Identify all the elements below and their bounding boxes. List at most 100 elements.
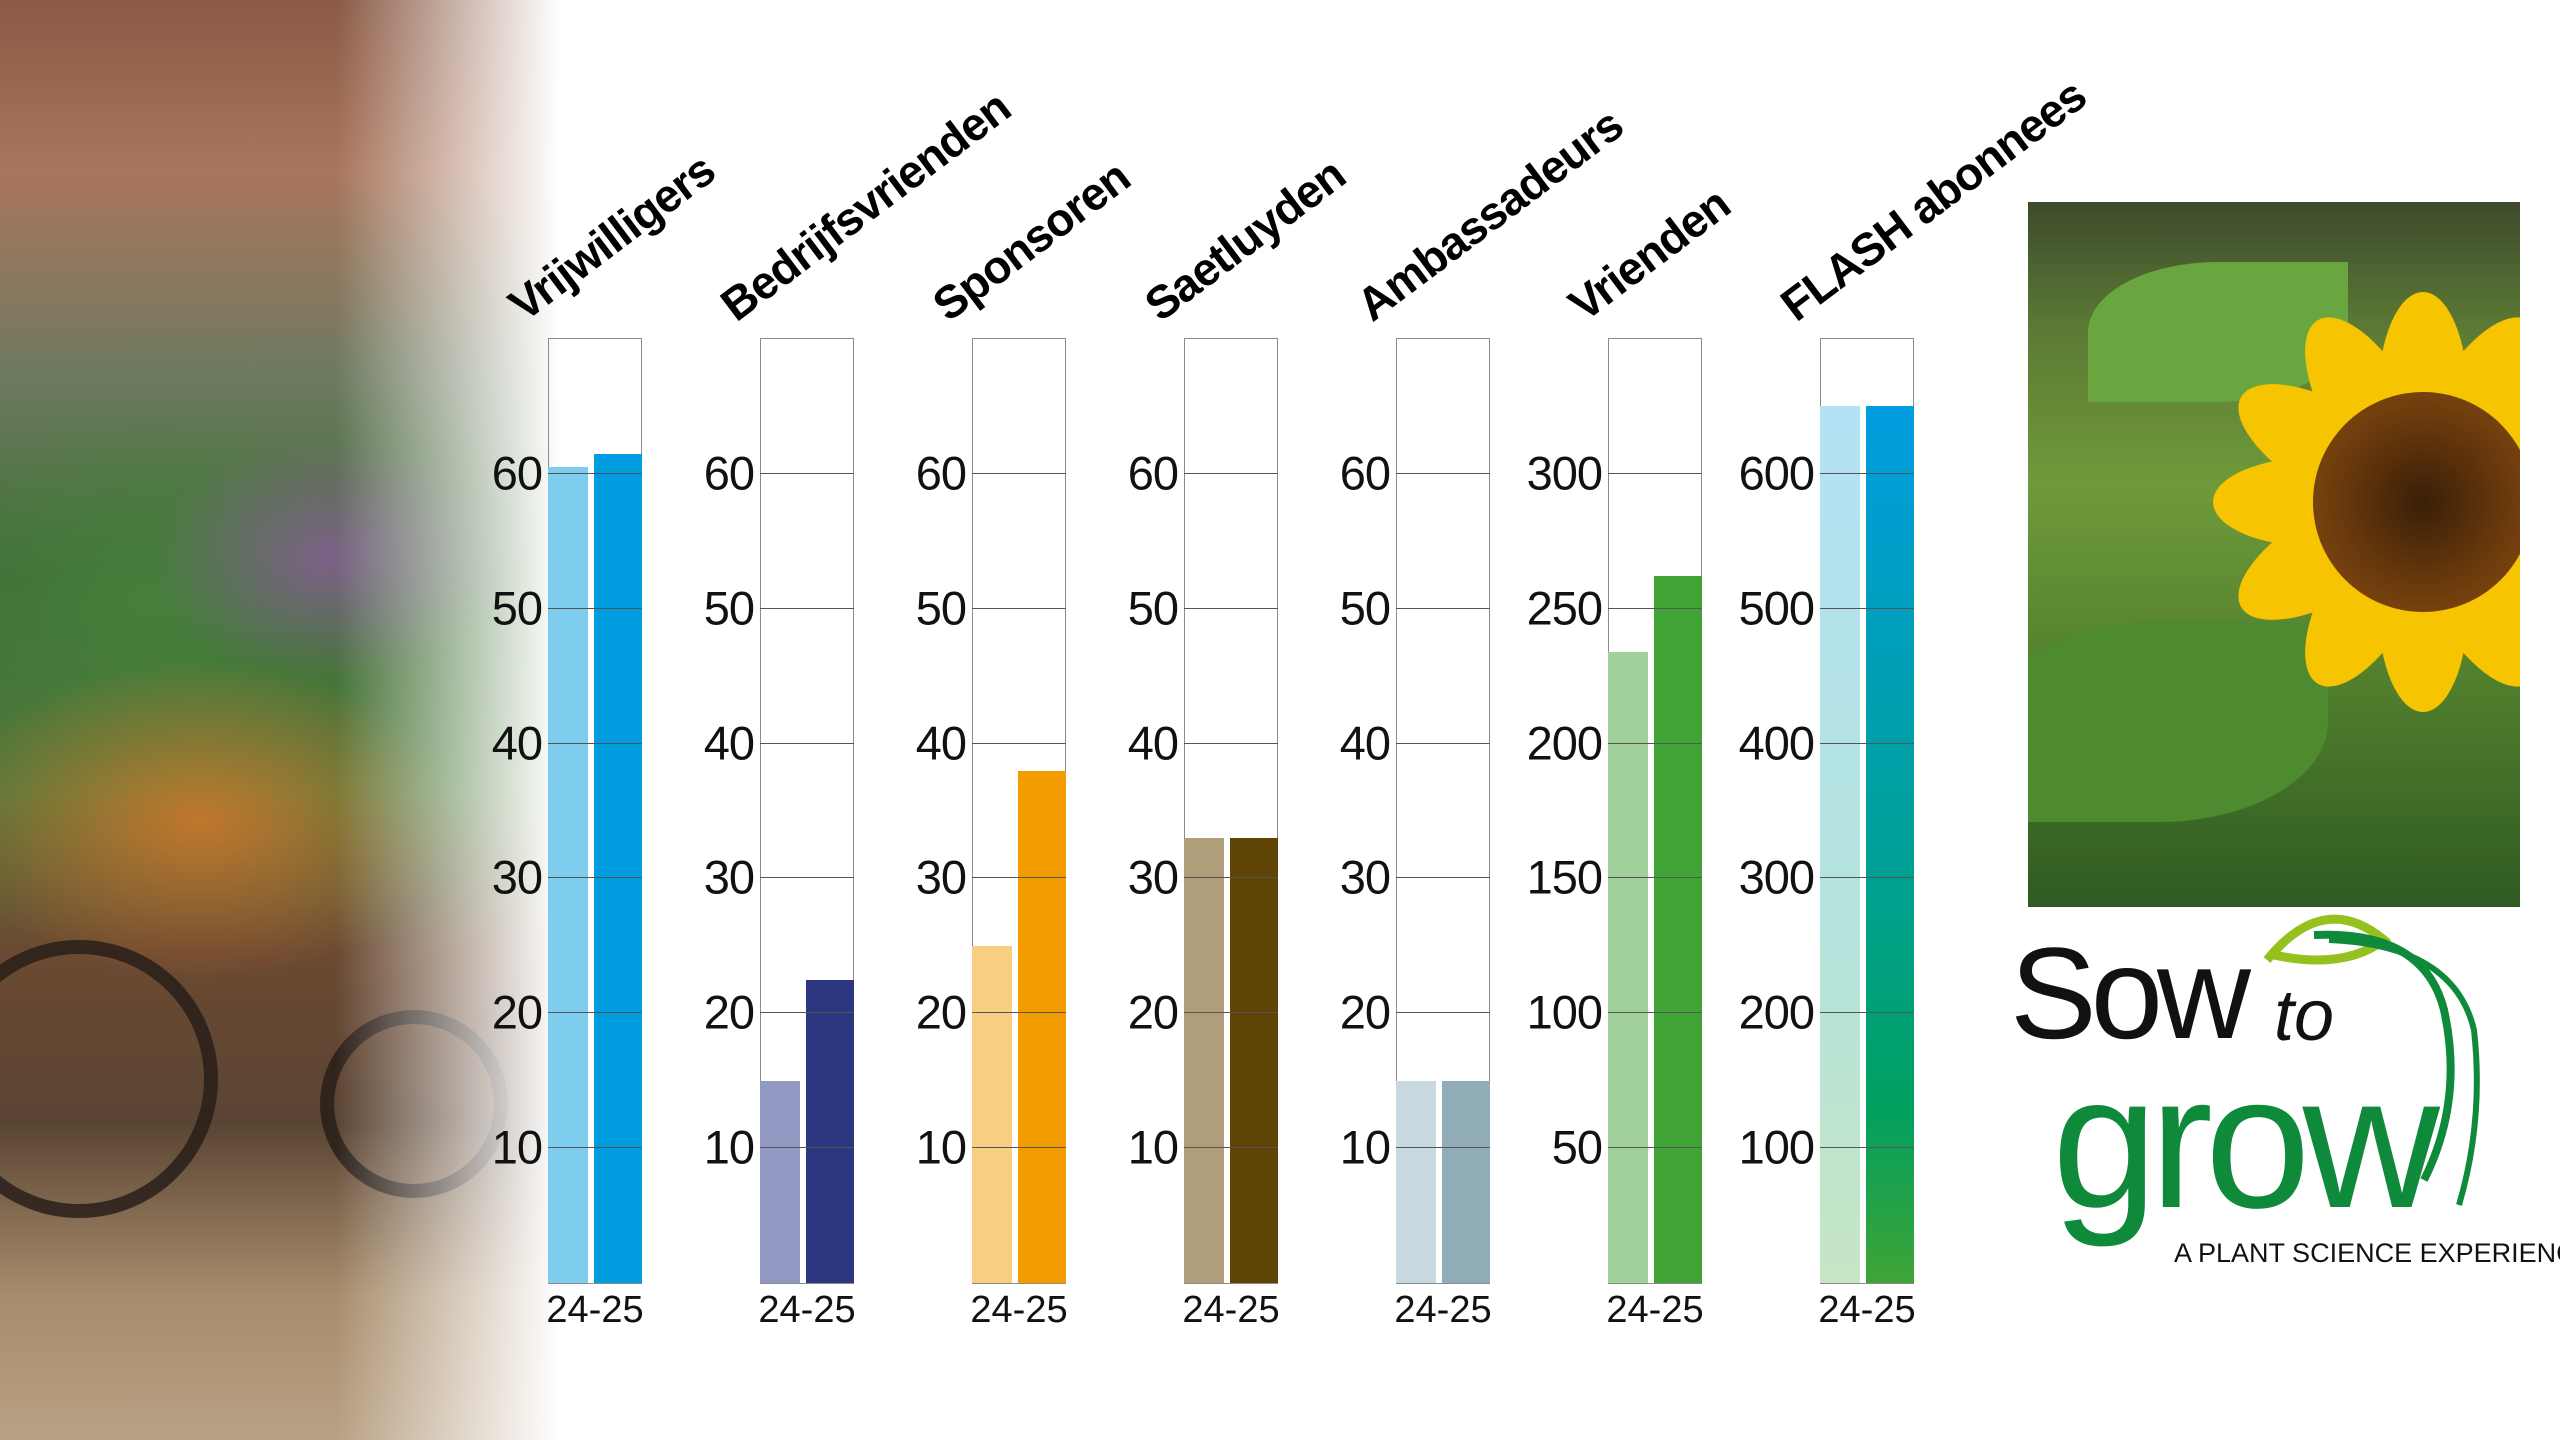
y-tick-label: 100 xyxy=(1738,1120,1815,1174)
cart-wheel xyxy=(0,940,218,1218)
plot-frame xyxy=(1396,338,1490,1284)
bar-previous xyxy=(1608,651,1648,1283)
gridline xyxy=(1396,742,1490,744)
bar-previous xyxy=(760,1080,800,1283)
gridline xyxy=(1608,607,1702,609)
y-tick-label: 20 xyxy=(703,985,755,1039)
y-tick-label: 600 xyxy=(1738,446,1815,500)
sow-to-grow-logo: Sow to grow A PLANT SCIENCE EXPERIENCE xyxy=(2004,900,2560,1290)
y-tick-label: 40 xyxy=(1339,716,1391,770)
y-tick-label: 50 xyxy=(915,581,967,635)
gridline xyxy=(548,877,642,879)
y-tick-label: 400 xyxy=(1738,716,1815,770)
bar-current xyxy=(1442,1080,1490,1283)
gridline xyxy=(1820,877,1914,879)
bar-current xyxy=(1230,837,1278,1283)
gridline xyxy=(1396,607,1490,609)
mini-bar-chart: 100 200 300 400 500 600 24-25 xyxy=(1739,338,1916,1331)
gridline xyxy=(1184,1147,1278,1149)
y-tick-label: 20 xyxy=(915,985,967,1039)
gridline xyxy=(548,1012,642,1014)
y-tick-label: 200 xyxy=(1526,716,1603,770)
gridline xyxy=(972,877,1066,879)
y-tick-label: 200 xyxy=(1738,985,1815,1039)
y-tick-label: 10 xyxy=(1339,1120,1391,1174)
y-tick-label: 40 xyxy=(703,716,755,770)
x-category-label: 24-25 xyxy=(1606,1289,1704,1331)
gridline xyxy=(1820,1012,1914,1014)
y-tick-label: 30 xyxy=(1339,850,1391,904)
y-tick-label: 20 xyxy=(1127,985,1179,1039)
y-tick-label: 50 xyxy=(1551,1120,1603,1174)
gridline xyxy=(972,742,1066,744)
y-tick-label: 100 xyxy=(1526,985,1603,1039)
gridline xyxy=(1184,877,1278,879)
y-tick-label: 60 xyxy=(703,446,755,500)
x-category-label: 24-25 xyxy=(1394,1289,1492,1331)
gridline xyxy=(972,607,1066,609)
gridline xyxy=(1608,742,1702,744)
y-tick-label: 50 xyxy=(1127,581,1179,635)
y-tick-label: 40 xyxy=(915,716,967,770)
gridline xyxy=(760,1147,854,1149)
gridline xyxy=(1820,472,1914,474)
plot-frame xyxy=(1184,338,1278,1284)
gridline xyxy=(1820,742,1914,744)
gridline xyxy=(548,607,642,609)
gridline xyxy=(1396,877,1490,879)
y-tick-label: 300 xyxy=(1526,446,1603,500)
y-tick-label: 50 xyxy=(1339,581,1391,635)
y-tick-label: 60 xyxy=(1127,446,1179,500)
mini-bar-chart: 10 20 30 40 50 60 24-25 xyxy=(1340,338,1492,1331)
gridline xyxy=(1184,607,1278,609)
bar-current xyxy=(1018,770,1066,1283)
gridline xyxy=(548,1147,642,1149)
y-tick-label: 250 xyxy=(1526,581,1603,635)
mini-bar-chart: 50 100 150 200 250 300 24-25 xyxy=(1527,338,1704,1331)
x-category-label: 24-25 xyxy=(1818,1289,1916,1331)
mini-bar-chart: 10 20 30 40 50 60 24-25 xyxy=(704,338,856,1331)
y-tick-label: 60 xyxy=(491,446,543,500)
logo-sow: Sow xyxy=(2010,920,2251,1066)
gridline xyxy=(548,742,642,744)
sunflower-center xyxy=(2313,392,2520,612)
y-tick-label: 30 xyxy=(1127,850,1179,904)
mini-bar-chart: 10 20 30 40 50 60 24-25 xyxy=(916,338,1068,1331)
gridline xyxy=(1396,472,1490,474)
gridline xyxy=(760,742,854,744)
gridline xyxy=(1608,1012,1702,1014)
gridline xyxy=(548,472,642,474)
logo-tagline: A PLANT SCIENCE EXPERIENCE xyxy=(2174,1238,2560,1268)
gridline xyxy=(972,1012,1066,1014)
gridline xyxy=(1184,742,1278,744)
y-tick-label: 50 xyxy=(703,581,755,635)
chart-title: Vrienden xyxy=(1558,177,1740,331)
gridline xyxy=(760,1012,854,1014)
gridline xyxy=(1820,1147,1914,1149)
bar-previous xyxy=(1396,1080,1436,1283)
y-tick-label: 20 xyxy=(491,985,543,1039)
gridline xyxy=(760,877,854,879)
y-tick-label: 30 xyxy=(491,850,543,904)
sunflower-photo xyxy=(2028,202,2520,907)
gridline xyxy=(1184,1012,1278,1014)
gridline xyxy=(1608,472,1702,474)
logo-to: to xyxy=(2274,976,2335,1056)
x-category-label: 24-25 xyxy=(970,1289,1068,1331)
bar-current xyxy=(1654,576,1702,1283)
leaf xyxy=(2088,262,2348,402)
y-tick-label: 10 xyxy=(491,1120,543,1174)
chart-title: Sponsoren xyxy=(922,150,1139,331)
bar-current xyxy=(1866,406,1914,1283)
bar-previous xyxy=(972,945,1012,1283)
logo-grow: grow xyxy=(2052,1036,2440,1248)
bar-current xyxy=(594,453,642,1283)
cart-wheel xyxy=(320,1010,508,1198)
leaf xyxy=(2028,622,2328,822)
y-tick-label: 30 xyxy=(915,850,967,904)
y-tick-label: 20 xyxy=(1339,985,1391,1039)
bar-previous xyxy=(1820,406,1860,1283)
y-tick-label: 10 xyxy=(915,1120,967,1174)
y-tick-label: 60 xyxy=(915,446,967,500)
y-tick-label: 10 xyxy=(703,1120,755,1174)
